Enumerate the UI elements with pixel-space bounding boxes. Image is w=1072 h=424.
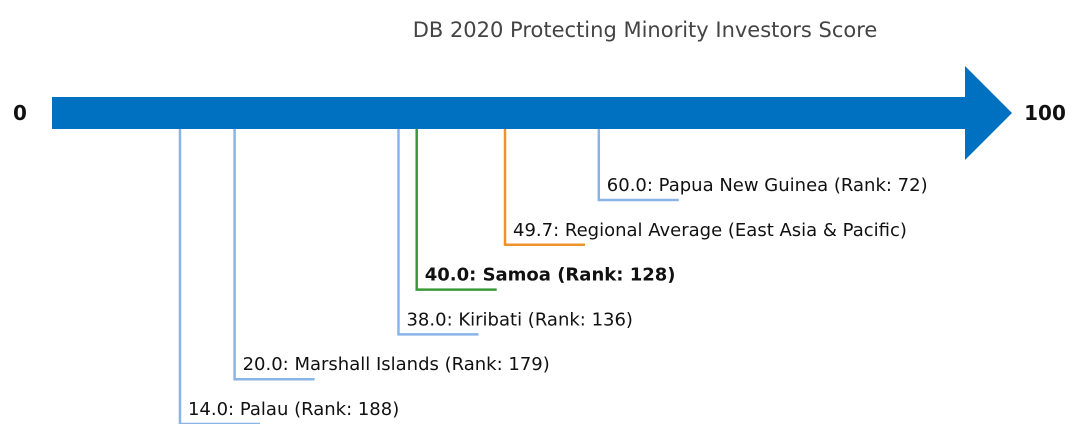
x-tick-label: 0 xyxy=(13,101,27,125)
marker-line xyxy=(597,129,679,202)
marker-line xyxy=(415,129,497,291)
marker-label: 49.7: Regional Average (East Asia & Paci… xyxy=(513,220,907,241)
marker-label: 38.0: Kiribati (Rank: 136) xyxy=(406,309,632,330)
marker-line xyxy=(397,129,479,336)
marker-label: 20.0: Marshall Islands (Rank: 179) xyxy=(243,354,550,375)
chart-title: DB 2020 Protecting Minority Investors Sc… xyxy=(413,18,878,42)
marker-label: 14.0: Palau (Rank: 188) xyxy=(188,399,399,420)
marker-line xyxy=(233,129,315,381)
axis-arrow xyxy=(52,66,1012,160)
marker-label: 40.0: Samoa (Rank: 128) xyxy=(425,265,676,286)
x-tick-label: 100 xyxy=(1024,101,1066,125)
marker-line xyxy=(178,129,260,424)
marker-label: 60.0: Papua New Guinea (Rank: 72) xyxy=(607,175,928,196)
marker-line xyxy=(503,129,586,247)
